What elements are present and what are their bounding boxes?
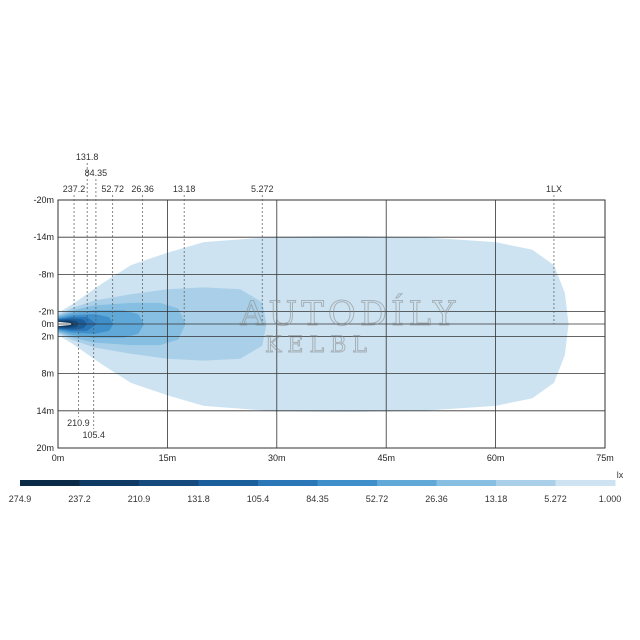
axis-ticks: 0m 15m 30m 45m 60m 75m -20m -14m -8m -2m 0m 2m 8m 14m… xyxy=(33,195,613,463)
chart-grid xyxy=(57,199,606,449)
reach-label: 105.4 xyxy=(82,430,105,440)
x-tick-label: 60m xyxy=(487,453,505,463)
legend-swatch xyxy=(436,480,497,486)
legend-swatch xyxy=(79,480,140,486)
reach-label: 84.35 xyxy=(85,168,108,178)
legend-label: 84.35 xyxy=(306,494,329,504)
y-tick-label: 14m xyxy=(36,406,54,416)
reach-label: 13.18 xyxy=(173,184,196,194)
x-tick-label: 15m xyxy=(159,453,177,463)
reach-label: 1LX xyxy=(546,184,562,194)
x-tick-label: 45m xyxy=(377,453,395,463)
legend-label: 52.72 xyxy=(366,494,389,504)
reach-label: 210.9 xyxy=(67,418,90,428)
y-tick-label: 0m xyxy=(41,319,54,329)
legend-label: 210.9 xyxy=(128,494,151,504)
legend-swatch xyxy=(20,480,80,486)
reach-label: 5.272 xyxy=(251,184,274,194)
y-tick-label: -14m xyxy=(33,232,54,242)
legend-label: 1.000 xyxy=(599,494,622,504)
y-tick-label: 2m xyxy=(41,331,54,341)
reach-label: 26.36 xyxy=(131,184,154,194)
y-tick-label: 8m xyxy=(41,369,54,379)
legend-swatch xyxy=(198,480,259,486)
watermark: AUTODÍLY KELBL xyxy=(239,293,459,359)
legend-label: 13.18 xyxy=(485,494,508,504)
legend-swatch xyxy=(496,480,556,486)
legend-label: 131.8 xyxy=(187,494,210,504)
reach-label: 131.8 xyxy=(76,152,99,162)
legend-label: 105.4 xyxy=(247,494,270,504)
legend-swatch xyxy=(555,480,616,486)
legend: 274.9 237.2 210.9 131.8 105.4 84.35 52.72 26.36… xyxy=(9,470,624,504)
x-tick-label: 30m xyxy=(268,453,286,463)
legend-label: 237.2 xyxy=(68,494,91,504)
legend-swatch xyxy=(139,480,199,486)
y-tick-label: -20m xyxy=(33,195,54,205)
x-tick-label: 75m xyxy=(596,453,614,463)
reach-label: 237.2 xyxy=(63,184,86,194)
reach-label: 52.72 xyxy=(101,184,124,194)
legend-swatch xyxy=(377,480,437,486)
legend-label: 5.272 xyxy=(544,494,567,504)
y-tick-label: -2m xyxy=(39,307,55,317)
x-tick-label: 0m xyxy=(52,453,65,463)
legend-unit: lx xyxy=(617,470,624,480)
y-tick-label: 20m xyxy=(36,443,54,453)
watermark-line-2: KELBL xyxy=(265,333,373,358)
legend-label: 274.9 xyxy=(9,494,32,504)
legend-swatch xyxy=(317,480,378,486)
legend-swatch xyxy=(258,480,318,486)
watermark-line-1: AUTODÍLY xyxy=(239,293,459,334)
y-tick-label: -8m xyxy=(39,269,55,279)
reach-markers: 237.2 131.8 84.35 52.72 26.36 13.18 5.272 1LX 21… xyxy=(63,152,562,440)
legend-label: 26.36 xyxy=(425,494,448,504)
